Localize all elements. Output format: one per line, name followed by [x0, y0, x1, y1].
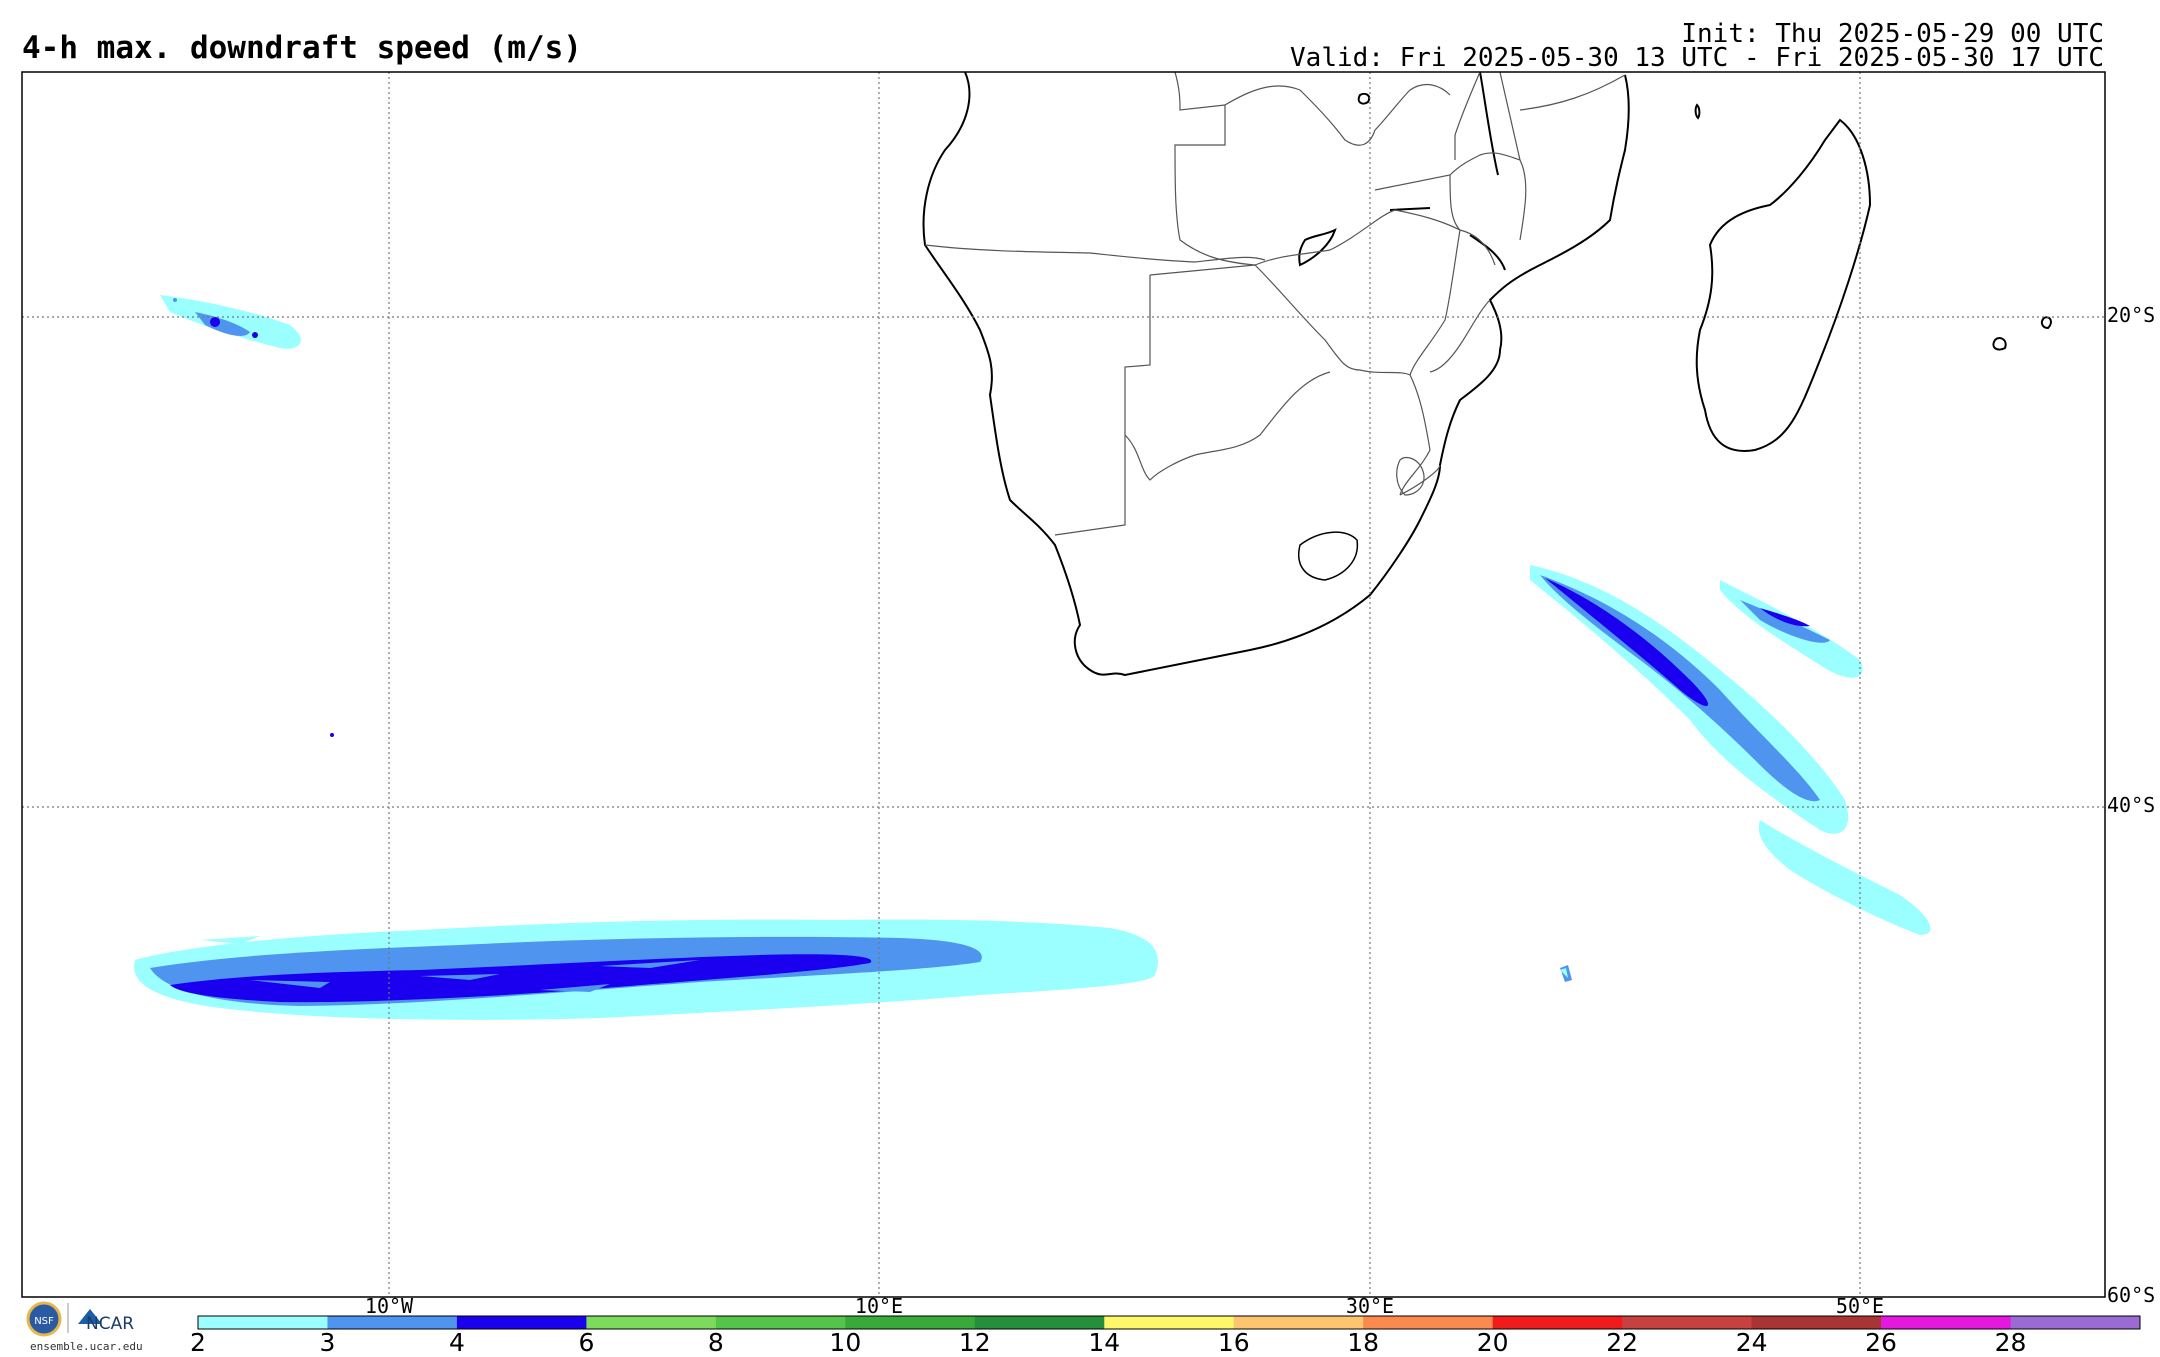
valid-time: Valid: Fri 2025-05-30 13 UTC - Fri 2025-…	[1290, 43, 2104, 73]
ncar-logo: NCAR	[78, 1309, 134, 1334]
lake-2	[1298, 228, 1337, 267]
site-url: ensemble.ucar.edu	[30, 1340, 143, 1353]
downdraft-field	[134, 295, 1931, 1020]
lon-label-30e: 30°E	[1346, 1294, 1394, 1318]
indian-ocean-streaks	[1530, 565, 1931, 982]
lat-labels: 20°S 40°S 60°S	[2107, 303, 2155, 1307]
colorbar-segment	[1104, 1316, 1235, 1329]
colorbar-segment	[456, 1316, 587, 1329]
small-island-1	[1992, 337, 2007, 351]
small-island-3	[1694, 103, 1701, 120]
lesotho-border	[1298, 531, 1359, 581]
colorbar-tick-label: 4	[448, 1328, 465, 1357]
colorbar-segment	[715, 1316, 846, 1329]
colorbar-segment	[586, 1316, 717, 1329]
colorbar-segment	[1751, 1316, 1882, 1329]
colorbar-segment	[974, 1316, 1105, 1329]
lon-label-50e: 50°E	[1836, 1294, 1884, 1318]
colorbar-segment	[845, 1316, 976, 1329]
colorbar-segment	[2010, 1316, 2141, 1329]
lon-label-10e: 10°E	[855, 1294, 903, 1318]
init-time: Init: Thu 2025-05-29 00 UTC	[1681, 19, 2104, 49]
colorbar-tick-label: 14	[1088, 1328, 1121, 1357]
colorbar-tick-label: 24	[1735, 1328, 1768, 1357]
lat-label-20s: 20°S	[2107, 303, 2155, 327]
atlantic-band	[134, 919, 1159, 1020]
country-borders	[924, 72, 1626, 536]
colorbar-tick-label: 18	[1347, 1328, 1380, 1357]
nsf-logo: NSF	[26, 1301, 62, 1337]
colorbar-segment	[198, 1316, 328, 1329]
map-title: 4-h max. downdraft speed (m/s)	[22, 30, 582, 66]
lon-label-10w: 10°W	[365, 1294, 414, 1318]
colorbar-tick-label: 16	[1217, 1328, 1250, 1357]
lat-label-40s: 40°S	[2107, 793, 2155, 817]
colorbar	[197, 1315, 2141, 1330]
colorbar-tick-label: 28	[1994, 1328, 2027, 1357]
colorbar-tick-label: 2	[190, 1328, 206, 1357]
colorbar-segment	[1363, 1316, 1494, 1329]
colorbar-tick-label: 10	[829, 1328, 862, 1357]
coastlines	[922, 72, 2052, 677]
colorbar-segment	[1881, 1316, 2012, 1329]
lake-3	[1389, 207, 1431, 211]
map-frame	[21, 71, 2106, 1298]
northwest-cluster	[160, 295, 334, 737]
colorbar-tick-label: 12	[958, 1328, 991, 1357]
madagascar-coastline	[1695, 118, 1872, 452]
graticule	[22, 72, 2105, 1297]
small-island-2	[2040, 316, 2052, 330]
colorbar-tick-label: 6	[578, 1328, 595, 1357]
lon-labels: 10°W 10°E 30°E 50°E	[365, 1294, 1884, 1318]
colorbar-tick-label: 3	[319, 1328, 336, 1357]
colorbar-tick-label: 26	[1865, 1328, 1897, 1357]
svg-text:NSF: NSF	[34, 1316, 54, 1327]
colorbar-frame	[197, 1315, 2141, 1330]
colorbar-segment	[1233, 1316, 1364, 1329]
colorbar-segment	[1492, 1316, 1623, 1329]
lake-5	[1479, 72, 1499, 176]
lat-label-60s: 60°S	[2107, 1283, 2155, 1307]
colorbar-tick-label: 8	[707, 1328, 724, 1357]
colorbar-tick-label: 20	[1476, 1328, 1509, 1357]
africa-coastline	[922, 72, 1630, 677]
colorbar-segment	[327, 1316, 458, 1329]
colorbar-segment	[1622, 1316, 1753, 1329]
lake-4	[1469, 234, 1506, 271]
lake-1	[1357, 92, 1371, 105]
svg-text:NCAR: NCAR	[86, 1314, 134, 1334]
colorbar-tick-label: 22	[1606, 1328, 1639, 1357]
